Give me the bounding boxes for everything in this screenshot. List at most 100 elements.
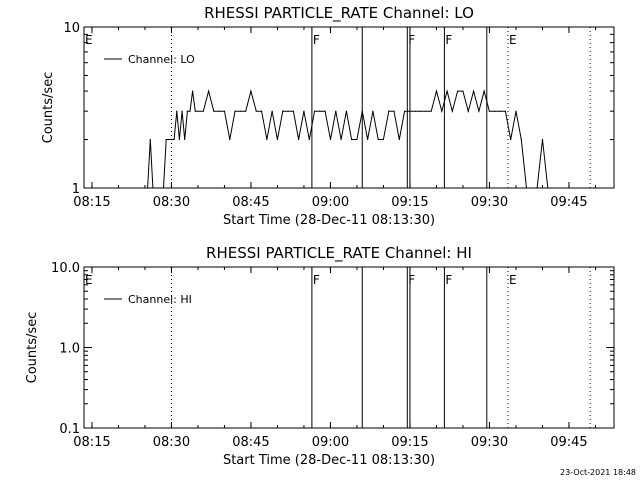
data-point (425, 110, 427, 112)
data-point (377, 138, 379, 141)
x-axis-label: Start Time (28-Dec-11 08:13:30) (223, 453, 435, 468)
data-point (419, 110, 422, 112)
data-point (441, 110, 443, 112)
data-point (329, 138, 332, 141)
data-point (361, 110, 363, 112)
data-point (189, 110, 191, 112)
x-tick-label: 08:30 (153, 435, 190, 450)
data-point (366, 138, 369, 141)
data-point (388, 110, 390, 112)
data-point (162, 187, 165, 189)
event-marker-label: F (408, 273, 415, 287)
event-marker-label: E (85, 33, 93, 47)
chart-title: RHESSI PARTICLE_RATE Channel: HI (206, 244, 472, 263)
data-point (223, 110, 226, 112)
y-tick-label: 0.1 (59, 422, 80, 437)
y-tick-label: 10 (63, 21, 80, 36)
legend-label: Channel: LO (128, 53, 195, 66)
data-point (393, 110, 395, 112)
data-point (345, 110, 347, 112)
data-point (173, 138, 175, 141)
data-point (181, 110, 183, 112)
data-point (229, 138, 231, 141)
data-point (351, 138, 353, 141)
x-tick-label: 08:30 (153, 195, 190, 210)
data-point (382, 138, 385, 141)
event-marker-label: F (445, 33, 452, 47)
x-tick-label: 09:30 (471, 435, 508, 450)
data-point (472, 90, 475, 92)
y-tick-label: 10.0 (51, 261, 80, 276)
x-tick-label: 08:15 (73, 435, 110, 450)
x-tick-label: 09:45 (550, 195, 587, 210)
data-point (510, 138, 512, 141)
data-point (186, 110, 188, 112)
data-point (154, 187, 157, 189)
data-point (525, 187, 528, 189)
data-point (239, 110, 241, 112)
data-point (282, 110, 284, 112)
data-point (324, 110, 326, 112)
data-point (398, 138, 400, 141)
data-point (234, 110, 236, 112)
data-point (218, 110, 220, 112)
data-point (197, 110, 199, 112)
data-point (478, 110, 480, 112)
data-point (340, 138, 342, 141)
data-point (276, 138, 279, 141)
data-point (207, 90, 210, 92)
event-marker-label: E (509, 273, 517, 287)
data-point (504, 110, 506, 112)
data-point (531, 187, 533, 189)
data-point (515, 110, 517, 112)
x-axis-label: Start Time (28-Dec-11 08:13:30) (223, 213, 435, 228)
data-point (250, 90, 252, 92)
data-point (303, 110, 305, 112)
x-tick-label: 08:45 (232, 435, 269, 450)
data-point (152, 187, 154, 189)
data-point (462, 90, 464, 92)
data-point (313, 110, 316, 112)
data-point (430, 110, 432, 112)
data-point (170, 138, 173, 141)
data-point (202, 110, 204, 112)
data-point (260, 110, 263, 112)
data-point (245, 110, 247, 112)
data-point (149, 138, 151, 141)
data-point (356, 138, 358, 141)
event-marker-label: E (85, 273, 93, 287)
y-axis-label: Counts/sec (25, 312, 40, 384)
data-point (409, 110, 411, 112)
data-point (520, 138, 522, 141)
data-point (144, 187, 146, 189)
data-point (308, 138, 310, 141)
data-point (414, 110, 416, 112)
data-point (499, 110, 501, 112)
data-point (176, 110, 178, 112)
data-point (194, 110, 196, 112)
data-point (178, 138, 180, 141)
x-tick-label: 09:30 (471, 195, 508, 210)
y-axis-label: Counts/sec (41, 72, 56, 144)
chart-panel-lo: RHESSI PARTICLE_RATE Channel: LO 08:15 08:… (41, 4, 615, 228)
data-point (192, 90, 194, 92)
data-point (165, 138, 167, 141)
x-tick-label: 09:15 (391, 195, 428, 210)
data-point (266, 138, 268, 141)
data-point (446, 90, 448, 92)
data-point (488, 110, 491, 112)
data-point (435, 90, 438, 92)
x-tick-label: 09:15 (391, 435, 428, 450)
data-point (536, 187, 538, 189)
data-point (160, 187, 162, 189)
data-point (255, 110, 257, 112)
data-point (319, 110, 321, 112)
data-point (157, 187, 159, 189)
data-point (483, 90, 485, 92)
x-tick-label: 08:15 (73, 195, 110, 210)
data-point (287, 110, 289, 112)
data-point (292, 110, 294, 112)
data-point (147, 187, 149, 189)
